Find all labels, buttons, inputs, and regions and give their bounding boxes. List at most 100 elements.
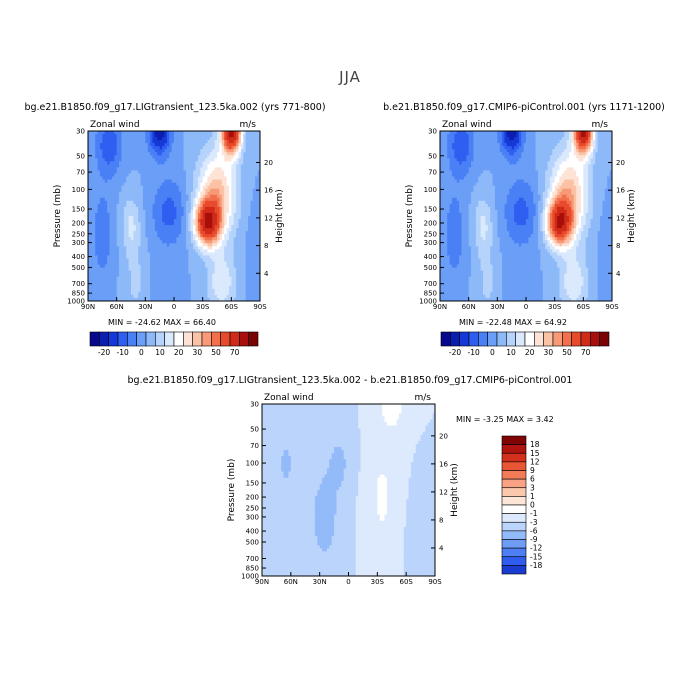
field-cell xyxy=(212,197,216,202)
field-cell xyxy=(178,203,182,208)
field-cell xyxy=(92,212,96,217)
field-cell xyxy=(195,237,199,241)
field-cell xyxy=(607,134,611,138)
field-cell xyxy=(126,161,130,165)
field-cell xyxy=(554,131,558,135)
field-cell xyxy=(228,191,232,196)
field-cell xyxy=(133,143,137,147)
field-cell xyxy=(231,134,235,138)
field-cell xyxy=(221,264,225,269)
field-cell xyxy=(511,131,515,135)
field-cell xyxy=(154,131,158,135)
field-cell xyxy=(140,267,144,272)
field-cell xyxy=(181,249,184,253)
field-cell xyxy=(207,264,211,269)
field-cell xyxy=(164,152,168,156)
field-cell xyxy=(214,146,218,150)
field-cell xyxy=(95,197,98,202)
field-cell xyxy=(202,216,206,220)
field-cell xyxy=(255,243,259,247)
field-cell xyxy=(463,137,467,141)
field-cell xyxy=(195,234,199,238)
field-cell xyxy=(171,146,175,150)
field-cell xyxy=(219,167,223,171)
field-cell xyxy=(140,161,144,165)
field-cell xyxy=(240,243,244,247)
field-cell xyxy=(473,161,477,165)
field-cell xyxy=(609,158,613,162)
field-cell xyxy=(257,134,261,138)
field-cell xyxy=(528,140,532,144)
field-cell xyxy=(152,131,156,135)
field-cell xyxy=(92,282,96,287)
field-cell xyxy=(121,158,125,162)
field-cell xyxy=(162,258,165,262)
field-cell xyxy=(217,243,220,247)
field-cell xyxy=(528,149,532,153)
field-cell xyxy=(440,134,443,138)
field-cell xyxy=(228,285,232,290)
field-cell xyxy=(248,200,251,205)
field-cell xyxy=(238,255,242,259)
field-cell xyxy=(557,140,560,144)
field-cell xyxy=(248,294,251,299)
field-cell xyxy=(236,206,239,211)
field-cell xyxy=(195,164,199,168)
field-cell xyxy=(252,222,256,226)
field-cell xyxy=(252,176,256,180)
field-cell xyxy=(480,149,484,153)
field-cell xyxy=(126,297,130,302)
field-cell xyxy=(114,200,118,205)
field-cell xyxy=(212,225,216,229)
field-cell xyxy=(231,182,235,187)
field-cell xyxy=(580,152,584,156)
field-cell xyxy=(159,161,163,165)
field-cell xyxy=(248,237,251,241)
field-cell xyxy=(109,161,113,165)
field-cell xyxy=(88,270,91,275)
field-cell xyxy=(607,152,611,156)
field-cell xyxy=(126,279,130,284)
field-cell xyxy=(121,152,125,156)
field-cell xyxy=(133,249,137,253)
field-cell xyxy=(209,149,213,153)
field-cell xyxy=(174,258,177,262)
field-cell xyxy=(154,240,158,244)
field-cell xyxy=(224,222,227,226)
field-cell xyxy=(102,170,106,174)
field-cell xyxy=(444,158,448,162)
field-cell xyxy=(248,140,251,144)
field-cell xyxy=(128,188,132,193)
field-cell xyxy=(571,140,575,144)
field-cell xyxy=(535,143,539,147)
field-cell xyxy=(97,225,101,229)
field-cell xyxy=(511,134,515,138)
field-cell xyxy=(92,288,96,293)
field-cell xyxy=(169,146,173,150)
field-cell xyxy=(219,219,223,223)
field-cell xyxy=(456,155,460,159)
field-cell xyxy=(123,288,127,293)
field-cell xyxy=(95,279,98,284)
field-cell xyxy=(480,158,484,162)
field-cell xyxy=(217,294,220,299)
field-cell xyxy=(164,143,168,147)
field-cell xyxy=(255,288,259,293)
field-cell xyxy=(463,134,467,138)
field-cell xyxy=(190,182,194,187)
field-cell xyxy=(126,188,130,193)
field-cell xyxy=(185,146,189,150)
field-cell xyxy=(207,288,211,293)
field-cell xyxy=(190,149,194,153)
field-cell xyxy=(171,191,175,196)
field-cell xyxy=(114,279,118,284)
field-cell xyxy=(164,270,168,275)
field-cell xyxy=(188,219,192,223)
field-cell xyxy=(133,264,137,269)
field-cell xyxy=(506,140,510,144)
field-cell xyxy=(159,212,163,217)
field-cell xyxy=(193,264,196,269)
field-cell xyxy=(224,228,227,232)
field-cell xyxy=(92,200,96,205)
field-cell xyxy=(224,249,227,253)
